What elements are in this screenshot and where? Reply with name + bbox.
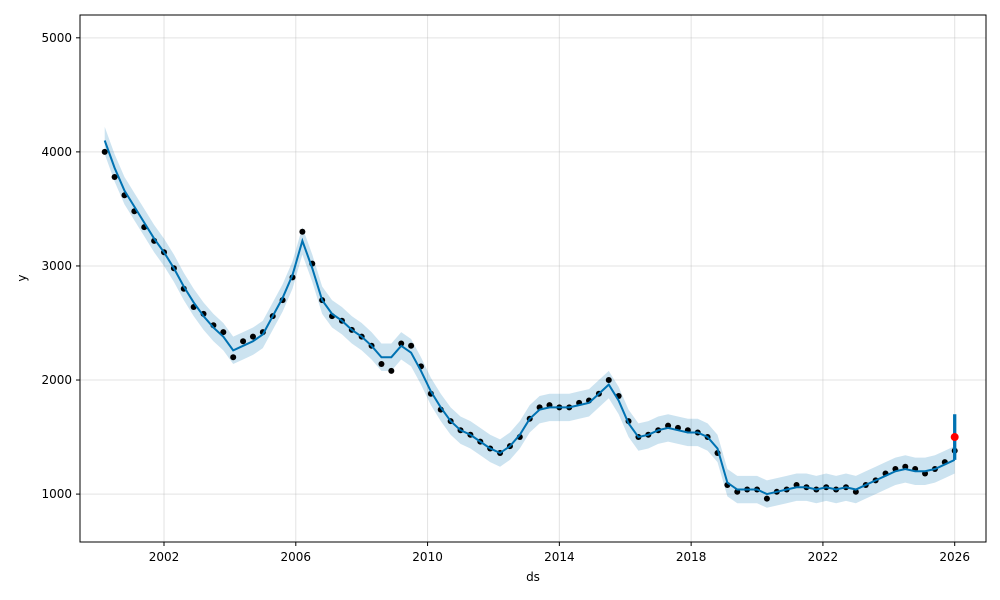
x-axis: 2002 2006 2010 2014 2018 2022 2026 [149, 542, 970, 564]
y-tick-label: 2000 [41, 373, 72, 387]
data-point [902, 463, 909, 470]
plot-frame [79, 14, 987, 543]
x-tick-label: 2006 [281, 550, 312, 564]
forecast-trend-line [103, 140, 956, 496]
data-point [398, 340, 405, 347]
data-point [408, 342, 415, 349]
y-tick-label: 4000 [41, 145, 72, 159]
data-point [388, 367, 395, 374]
y-axis: 1000 2000 3000 4000 5000 [41, 31, 80, 501]
forecast-segment [950, 414, 959, 460]
data-point [763, 495, 770, 502]
data-point [111, 173, 118, 180]
x-tick-label: 2026 [939, 550, 970, 564]
data-point [240, 338, 247, 345]
x-grid [163, 15, 956, 542]
highlight-point [950, 433, 959, 442]
data-point [299, 228, 306, 235]
y-axis-title: y [15, 274, 29, 281]
y-tick-label: 3000 [41, 259, 72, 273]
data-point [378, 361, 385, 368]
x-tick-label: 2022 [808, 550, 839, 564]
x-tick-label: 2018 [676, 550, 707, 564]
data-point [665, 422, 672, 429]
data-point [230, 354, 237, 361]
forecast-line [103, 140, 956, 496]
data-point [852, 488, 859, 495]
data-point [101, 148, 108, 155]
x-tick-label: 2002 [149, 550, 180, 564]
x-axis-title: ds [526, 570, 540, 584]
y-tick-label: 1000 [41, 487, 72, 501]
data-point [605, 377, 612, 384]
data-point [220, 329, 227, 336]
x-tick-label: 2014 [544, 550, 575, 564]
data-point [249, 333, 256, 340]
y-grid [80, 37, 986, 495]
x-tick-label: 2010 [412, 550, 443, 564]
y-tick-label: 5000 [41, 31, 72, 45]
